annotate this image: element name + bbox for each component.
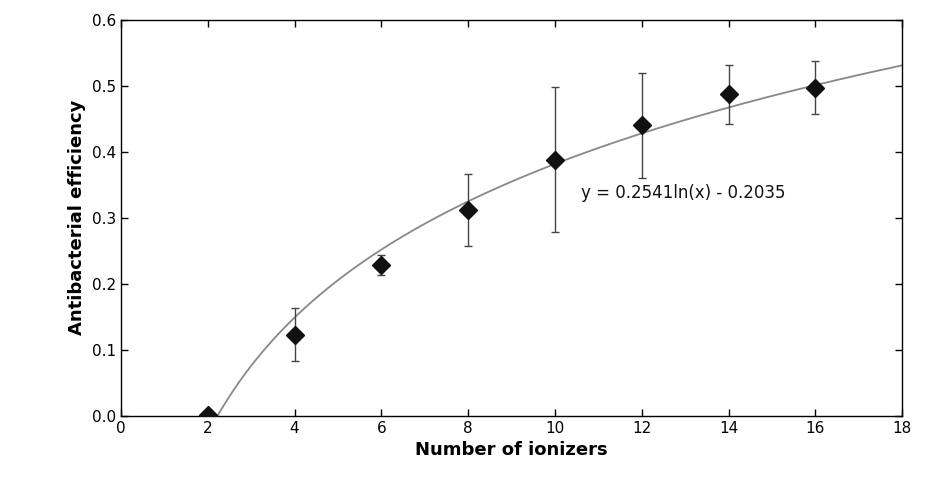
- X-axis label: Number of ionizers: Number of ionizers: [415, 441, 608, 459]
- Text: y = 0.2541ln(x) - 0.2035: y = 0.2541ln(x) - 0.2035: [581, 184, 786, 202]
- Y-axis label: Antibacterial efficiency: Antibacterial efficiency: [68, 100, 86, 336]
